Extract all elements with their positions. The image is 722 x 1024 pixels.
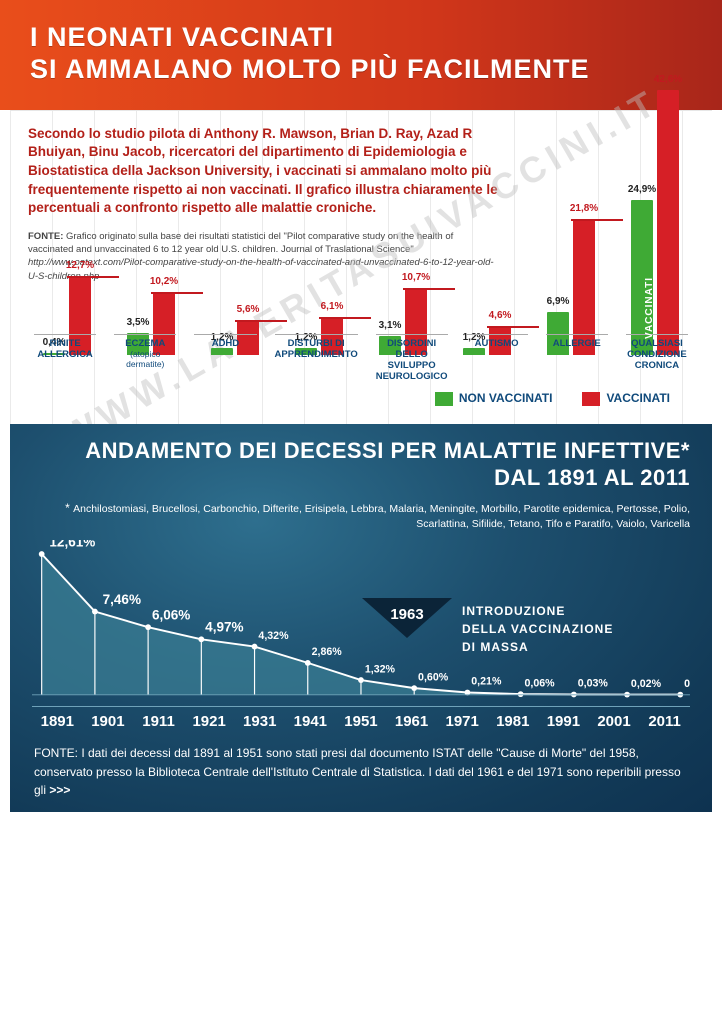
death-pct-label: 0,60% — [418, 672, 449, 684]
inbar-label-vacc: VACCINATI — [644, 277, 655, 339]
inbar-label-unvacc: NON VACCINATI — [618, 248, 629, 339]
category-label: ALLERGIE — [546, 334, 608, 383]
bar-value: 10,7% — [402, 272, 430, 283]
death-pct-label: 2,86% — [312, 646, 343, 658]
bottom-chart-panel: ANDAMENTO DEI DECESSI PER MALATTIE INFET… — [10, 424, 712, 812]
mass-vacc-marker: 1963 — [362, 598, 452, 638]
bar-value: 5,6% — [237, 304, 260, 315]
year-label: 1951 — [336, 706, 387, 730]
legend-vacc: VACCINATI — [582, 391, 670, 406]
bar-value: 24,9% — [628, 184, 656, 195]
legend-unvacc: NON VACCINATI — [435, 391, 553, 406]
more-indicator: >>> — [46, 783, 70, 797]
category-label: DISORDINI DELLO SVILUPPO NEUROLOGICO — [376, 334, 448, 383]
death-pct-label: 12,61% — [49, 540, 95, 549]
year-label: 1891 — [32, 706, 83, 730]
category-label: ADHD — [194, 334, 256, 383]
hero-title-line1: I NEONATI VACCINATI — [30, 22, 334, 52]
hero-title-line2: SI AMMALANO MOLTO PIÙ FACILMENTE — [30, 54, 589, 84]
bar-vacc: 42,6% — [657, 90, 679, 355]
year-label: 1991 — [538, 706, 589, 730]
bar-value: 10,2% — [150, 276, 178, 287]
death-pct-label: 7,46% — [103, 592, 141, 607]
bar-value: 6,1% — [321, 301, 344, 312]
bar-value: 4,6% — [489, 310, 512, 321]
year-label: 1971 — [437, 706, 488, 730]
top-chart-panel: WWW.LAVERITASUIVACCINI.IT Secondo lo stu… — [10, 110, 712, 424]
death-pct-label: 6,06% — [152, 608, 190, 623]
bottom-source: FONTE: I dati dei decessi dal 1891 al 19… — [32, 742, 690, 802]
hero-title: I NEONATI VACCINATI SI AMMALANO MOLTO PI… — [30, 22, 692, 86]
bottom-title-line2: DAL 1891 AL 2011 — [494, 465, 690, 490]
year-label: 1921 — [184, 706, 235, 730]
year-label: 1931 — [234, 706, 285, 730]
category-label: QUALSIASI CONDIZIONE CRONICA — [626, 334, 688, 383]
bottom-source-text: I dati dei decessi dal 1891 al 1951 sono… — [34, 746, 681, 797]
bar-value: 3,5% — [127, 317, 150, 328]
year-label: 2011 — [639, 706, 690, 730]
bottom-title: ANDAMENTO DEI DECESSI PER MALATTIE INFET… — [32, 438, 690, 492]
category-label: DISTURBI DI APPRENDIMENTO — [275, 334, 358, 383]
bar-value: 42,6% — [654, 74, 682, 85]
year-label: 1981 — [487, 706, 538, 730]
death-pct-label: 0,03% — [578, 678, 609, 690]
diseases-asterisk: * — [65, 501, 73, 515]
category-label: AUTISMO — [466, 334, 528, 383]
legend: NON VACCINATI VACCINATI — [28, 383, 694, 418]
death-pct-label: 0,06% — [524, 678, 555, 690]
diseases-note: * Anchilostomiasi, Brucellosi, Carbonchi… — [32, 500, 690, 533]
bottom-title-line1: ANDAMENTO DEI DECESSI PER MALATTIE INFET… — [85, 438, 690, 463]
year-label: 1961 — [386, 706, 437, 730]
bar-value: 3,1% — [379, 320, 402, 331]
year-label: 2001 — [589, 706, 640, 730]
bar-value: 21,8% — [570, 203, 598, 214]
bottom-source-label: FONTE: — [34, 746, 81, 760]
year-label: 1941 — [285, 706, 336, 730]
year-label: 1911 — [133, 706, 184, 730]
mass-vacc-label: INTRODUZIONE DELLA VACCINAZIONE DI MASSA — [462, 602, 613, 656]
year-label: 1901 — [83, 706, 134, 730]
death-pct-label: 4,32% — [258, 630, 289, 642]
diseases-list: Anchilostomiasi, Brucellosi, Carbonchio,… — [73, 503, 690, 530]
death-pct-label: 0,02% — [684, 678, 690, 690]
death-pct-label: 4,97% — [205, 620, 243, 635]
bar-value: 6,9% — [547, 296, 570, 307]
death-pct-label: 0,02% — [631, 678, 662, 690]
death-pct-label: 1,32% — [365, 663, 396, 675]
death-pct-label: 0,21% — [471, 676, 502, 688]
bar-value: 12,7% — [66, 260, 94, 271]
grouped-bar-chart: 0,4%12,7%3,5%10,2%1,2%5,6%1,2%6,1%3,1%10… — [28, 83, 694, 383]
category-label: RINITE ALLERGICA — [34, 334, 96, 383]
category-label: ECZEMA(atopico dermatite) — [114, 334, 176, 383]
marker-year: 1963 — [362, 606, 452, 623]
deaths-area-chart: 12,61% 7,46% 6,06% 4,97% 4,32% 2,86% 1,32% 0,60… — [32, 540, 690, 730]
